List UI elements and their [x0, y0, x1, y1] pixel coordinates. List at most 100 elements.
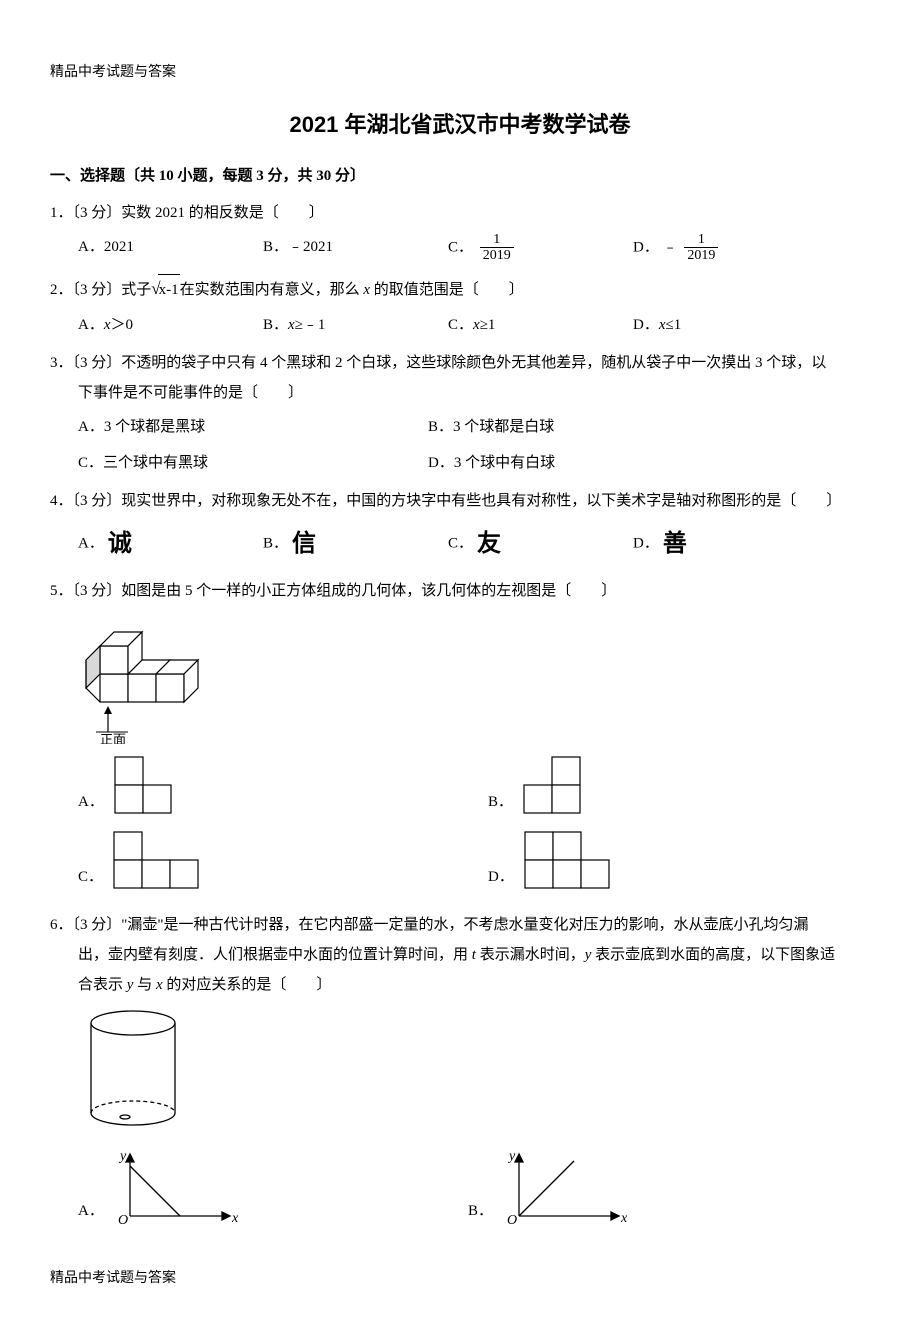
- q2-opt-c: C．x≥1: [448, 310, 633, 340]
- q2-opt-d: D．x≤1: [633, 310, 818, 340]
- q1-d-den: 2019: [684, 248, 718, 263]
- q6-vessel-figure: [78, 1008, 870, 1138]
- q6-l2-a: 出，壶内壁有刻度．人们根据壶中水面的位置计算时间，用: [78, 947, 472, 963]
- origin-label: O: [507, 1213, 517, 1226]
- q2-c-var: x: [473, 317, 480, 333]
- q4-c-label: C．: [448, 535, 473, 551]
- q1-options: A．2021 B．﹣2021 C． 1 2019 D． ﹣ 1 2019: [50, 232, 870, 264]
- q5-opt-c: C．: [78, 827, 428, 892]
- q5-text: 5．〔3 分〕如图是由 5 个一样的小正方体组成的几何体，该几何体的左视图是〔 …: [50, 576, 870, 606]
- q4-d-label: D．: [633, 535, 659, 551]
- q6-l2-b: 表示漏水时间，: [476, 947, 585, 963]
- section-header: 一、选择题〔共 10 小题，每题 3 分，共 30 分〕: [50, 163, 870, 190]
- q5-d-label: D．: [488, 862, 514, 892]
- q6-l3-b: 与: [133, 977, 156, 993]
- question-2: 2．〔3 分〕式子√x-1在实数范围内有意义，那么 x 的取值范围是〔 〕 A．…: [50, 272, 870, 340]
- q6-options: A． y x O B．: [50, 1146, 870, 1236]
- q6-line2: 出，壶内壁有刻度．人们根据壶中水面的位置计算时间，用 t 表示漏水时间，y 表示…: [50, 940, 870, 970]
- q3-opt-b: B．3 个球都是白球: [428, 412, 778, 442]
- q6-b-label: B．: [468, 1196, 493, 1226]
- q1-opt-a: A．2021: [78, 232, 263, 264]
- front-label: 正面: [100, 732, 126, 744]
- q5-opt-a: A．: [78, 752, 428, 817]
- question-3: 3．〔3 分〕不透明的袋子中只有 4 个黑球和 2 个白球，这些球除颜色外无其他…: [50, 348, 870, 478]
- q5-main-figure: 正面: [78, 614, 870, 744]
- q3-opt-d: D．3 个球中有白球: [428, 448, 778, 478]
- q4-d-char: 善: [663, 520, 687, 568]
- q2-a-rest: ＞0: [111, 317, 134, 333]
- q4-text: 4．〔3 分〕现实世界中，对称现象无处不在，中国的方块字中有些也具有对称性，以下…: [50, 486, 870, 516]
- q4-a-label: A．: [78, 535, 104, 551]
- question-5: 5．〔3 分〕如图是由 5 个一样的小正方体组成的几何体，该几何体的左视图是〔 …: [50, 576, 870, 902]
- q6-l3-a: 合表示: [78, 977, 127, 993]
- q4-c-char: 友: [477, 520, 501, 568]
- q1-a-label: A．: [78, 239, 104, 255]
- q2-options: A．x＞0 B．x≥﹣1 C．x≥1 D．x≤1: [50, 310, 870, 340]
- origin-label: O: [118, 1213, 128, 1226]
- q6-a-label: A．: [78, 1196, 104, 1226]
- q4-opt-b: B．信: [263, 520, 448, 568]
- q4-options: A．诚 B．信 C．友 D．善: [50, 520, 870, 568]
- q2-a-var: x: [104, 317, 111, 333]
- q2-d-label: D．: [633, 317, 659, 333]
- q2-c-rest: ≥1: [480, 317, 496, 333]
- q6-l3-c: 的对应关系的是〔 〕: [163, 977, 332, 993]
- q1-b-val: ﹣2021: [288, 239, 333, 255]
- q4-opt-d: D．善: [633, 520, 818, 568]
- q5-d-figure: [520, 827, 618, 892]
- q2-text-a: 2．〔3 分〕式子: [50, 282, 151, 298]
- q2-opt-a: A．x＞0: [78, 310, 263, 340]
- q6-line1: 6．〔3 分〕"漏壶"是一种古代计时器，在它内部盛一定量的水，不考虑水量变化对压…: [50, 910, 870, 940]
- q4-opt-a: A．诚: [78, 520, 263, 568]
- q1-c-den: 2019: [480, 248, 514, 263]
- vessel-icon: [78, 1008, 188, 1138]
- q1-a-val: 2021: [104, 239, 134, 255]
- q2-a-label: A．: [78, 317, 104, 333]
- q2-text-c: 的取值范围是〔 〕: [370, 282, 524, 298]
- sqrt-icon: √x-1: [151, 272, 179, 306]
- q4-b-label: B．: [263, 535, 288, 551]
- q6-line3: 合表示 y 与 x 的对应关系的是〔 〕: [50, 970, 870, 1000]
- q4-a-char: 诚: [108, 520, 132, 568]
- page-title: 2021 年湖北省武汉市中考数学试卷: [50, 105, 870, 145]
- q1-opt-d: D． ﹣ 1 2019: [633, 232, 818, 264]
- q1-c-num: 1: [480, 232, 514, 248]
- q3-line1: 3．〔3 分〕不透明的袋子中只有 4 个黑球和 2 个白球，这些球除颜色外无其他…: [50, 348, 870, 378]
- footer-label: 精品中考试题与答案: [50, 1266, 870, 1291]
- q5-a-label: A．: [78, 787, 104, 817]
- q3-options-1: A．3 个球都是黑球 B．3 个球都是白球: [50, 412, 870, 442]
- question-4: 4．〔3 分〕现实世界中，对称现象无处不在，中国的方块字中有些也具有对称性，以下…: [50, 486, 870, 568]
- q2-c-label: C．: [448, 317, 473, 333]
- q1-opt-b: B．﹣2021: [263, 232, 448, 264]
- q6-var-x: x: [156, 977, 163, 993]
- q5-c-figure: [109, 827, 207, 892]
- q2-text-b: 在实数范围内有意义，那么: [180, 282, 364, 298]
- axis-x-label: x: [231, 1211, 239, 1226]
- q2-b-rest: ≥﹣1: [295, 317, 326, 333]
- axis-y-label: y: [507, 1149, 516, 1164]
- q1-opt-c: C． 1 2019: [448, 232, 633, 264]
- sqrt-content: x-1: [158, 274, 180, 305]
- q1-c-frac: 1 2019: [480, 232, 514, 264]
- q2-b-label: B．: [263, 317, 288, 333]
- q4-b-char: 信: [292, 520, 316, 568]
- q6-b-graph: y x O: [499, 1146, 629, 1226]
- q5-b-figure: [519, 752, 589, 817]
- q1-c-label: C．: [448, 239, 473, 255]
- q3-options-2: C．三个球中有黑球 D．3 个球中有白球: [50, 448, 870, 478]
- question-6: 6．〔3 分〕"漏壶"是一种古代计时器，在它内部盛一定量的水，不考虑水量变化对压…: [50, 910, 870, 1236]
- question-1: 1．〔3 分〕实数 2021 的相反数是〔 〕 A．2021 B．﹣2021 C…: [50, 198, 870, 264]
- q1-d-num: 1: [684, 232, 718, 248]
- q2-b-var: x: [288, 317, 295, 333]
- q6-opt-b: B． y x O: [468, 1146, 629, 1226]
- q6-opt-a: A． y x O: [78, 1146, 408, 1226]
- axis-y-label: y: [118, 1149, 127, 1164]
- q1-text: 1．〔3 分〕实数 2021 的相反数是〔 〕: [50, 198, 870, 228]
- q5-options: A． B． C．: [50, 752, 870, 902]
- q5-a-figure: [110, 752, 180, 817]
- q3-opt-c: C．三个球中有黑球: [78, 448, 428, 478]
- q1-d-frac: 1 2019: [684, 232, 718, 264]
- q6-l2-c: 表示壶底到水面的高度，以下图象适: [591, 947, 835, 963]
- q6-a-graph: y x O: [110, 1146, 240, 1226]
- q2-d-var: x: [659, 317, 666, 333]
